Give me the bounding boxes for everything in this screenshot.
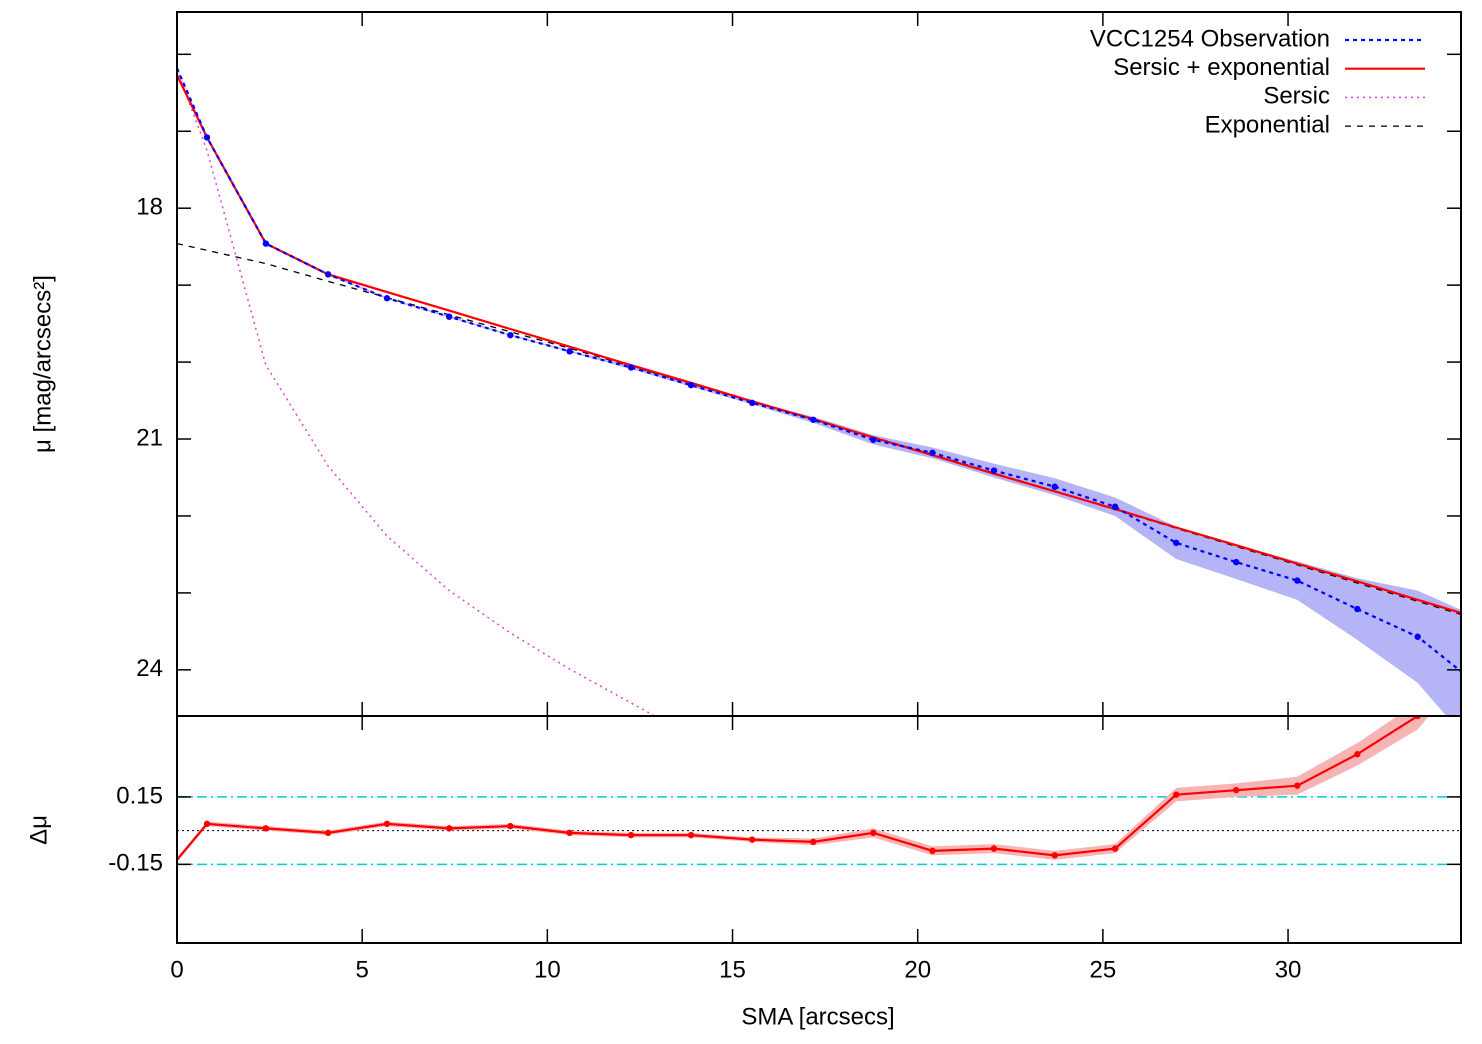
plot-frame xyxy=(176,715,1462,944)
data-point xyxy=(1414,633,1421,640)
data-point xyxy=(810,416,817,423)
data-point xyxy=(748,399,756,407)
data-point xyxy=(687,831,695,839)
plot-area xyxy=(177,716,1461,866)
series-line xyxy=(177,69,656,716)
y-tick-label: 18 xyxy=(136,194,163,221)
y-tick-label: 21 xyxy=(136,424,163,451)
data-point xyxy=(929,847,936,855)
data-point xyxy=(324,829,332,837)
residual-axis-label: Δμ xyxy=(25,815,52,845)
data-point xyxy=(627,364,635,371)
x-tick-label: 30 xyxy=(1275,956,1302,983)
data-point xyxy=(1354,605,1361,613)
series-line xyxy=(177,67,1461,673)
legend-label: Sersic + exponential xyxy=(1113,54,1330,81)
data-point xyxy=(203,820,211,828)
data-point xyxy=(324,271,332,278)
data-point xyxy=(1232,786,1240,794)
error-band xyxy=(177,716,1429,863)
data-point xyxy=(687,381,695,389)
data-point xyxy=(1111,503,1119,510)
data-point xyxy=(810,838,817,846)
data-point xyxy=(1294,782,1301,789)
y-tick-label: -0.15 xyxy=(108,850,163,877)
data-point xyxy=(566,829,573,837)
x-tick-label: 5 xyxy=(355,956,368,983)
legend-label: Exponential xyxy=(1205,111,1330,138)
data-point xyxy=(870,829,877,837)
x-tick-label: 15 xyxy=(719,956,746,983)
data-point xyxy=(748,836,756,843)
data-point xyxy=(870,436,877,443)
data-point xyxy=(507,331,514,339)
y-tick-label: 0.15 xyxy=(116,782,163,809)
x-axis-label: SMA [arcsecs] xyxy=(741,1003,894,1030)
data-point xyxy=(446,825,453,832)
data-point xyxy=(1294,577,1301,584)
data-point xyxy=(203,134,211,141)
x-tick-label: 10 xyxy=(534,956,561,983)
data-point xyxy=(262,825,270,832)
data-point xyxy=(1232,558,1240,566)
data-point xyxy=(1051,852,1058,859)
data-point xyxy=(1354,751,1361,758)
legend-label: Sersic xyxy=(1263,83,1330,110)
data-point xyxy=(446,313,453,320)
series-line xyxy=(177,716,1420,861)
data-point xyxy=(990,845,998,852)
data-point xyxy=(1173,791,1180,798)
y-tick-label: 24 xyxy=(136,655,163,682)
error-band xyxy=(177,67,1461,716)
x-tick-label: 20 xyxy=(904,956,931,983)
y-axis-label: μ [mag/arcsecs²] xyxy=(29,275,56,453)
x-tick-label: 0 xyxy=(170,956,183,983)
legend-label: VCC1254 Observation xyxy=(1090,25,1330,52)
data-point xyxy=(990,467,998,474)
data-point xyxy=(507,822,514,830)
data-point xyxy=(1173,539,1180,547)
data-point xyxy=(929,449,936,457)
plot-area xyxy=(177,67,1461,716)
x-tick-label: 25 xyxy=(1090,956,1117,983)
data-point xyxy=(1051,483,1058,490)
data-point xyxy=(262,240,270,247)
data-point xyxy=(383,295,391,302)
data-point xyxy=(383,820,391,828)
series-line xyxy=(177,74,1461,614)
data-point xyxy=(566,348,573,355)
data-point xyxy=(1111,845,1119,852)
data-point xyxy=(627,831,635,839)
